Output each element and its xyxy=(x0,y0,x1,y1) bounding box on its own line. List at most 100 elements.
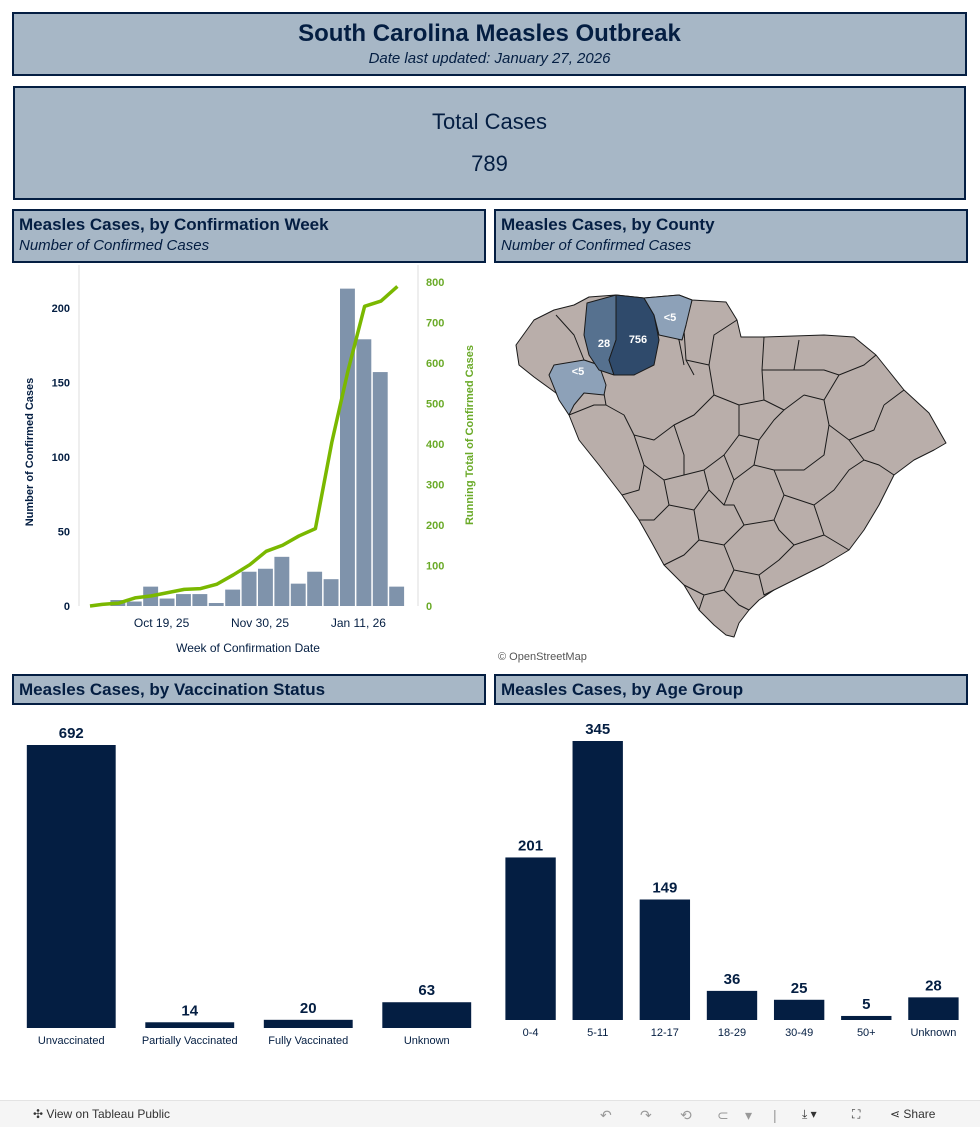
total-cases-value: 789 xyxy=(471,151,508,176)
week-bar[interactable] xyxy=(208,603,224,606)
vaccination-category-label: Unvaccinated xyxy=(38,1035,105,1047)
vaccination-value-label: 20 xyxy=(300,1000,317,1017)
week-bar[interactable] xyxy=(323,579,339,606)
x-tick-label: Jan 11, 26 xyxy=(331,616,386,630)
county-map-title-box: Measles Cases, by County Number of Confi… xyxy=(494,209,968,263)
y2-tick-label: 800 xyxy=(426,277,444,289)
week-bar[interactable] xyxy=(307,571,323,606)
page-title: South Carolina Measles Outbreak xyxy=(298,20,681,47)
vaccination-category-label: Fully Vaccinated xyxy=(268,1035,348,1047)
age-group-bar[interactable] xyxy=(841,1015,892,1020)
vaccination-bar[interactable] xyxy=(382,1002,472,1028)
age-group-bar[interactable] xyxy=(908,997,959,1020)
x-axis-label: Week of Confirmation Date xyxy=(176,641,320,655)
y2-tick-label: 700 xyxy=(426,318,444,330)
age-group-value-label: 5 xyxy=(862,996,870,1013)
state-outline xyxy=(515,294,947,638)
y2-tick-label: 300 xyxy=(426,480,444,492)
y-tick-label: 200 xyxy=(52,303,70,315)
y-axis-label: Number of Confirmed Cases xyxy=(24,378,36,527)
x-tick-label: Nov 30, 25 xyxy=(231,616,289,630)
view-on-tableau-label: View on Tableau Public xyxy=(46,1107,171,1121)
age-group-category-label: 12-17 xyxy=(651,1027,679,1039)
vaccination-status-chart[interactable]: 692 Unvaccinated 14 Partially Vaccinated 20 F… xyxy=(12,710,486,1055)
age-group-category-label: 30-49 xyxy=(785,1027,813,1039)
week-chart-subtitle: Number of Confirmed Cases xyxy=(19,237,210,254)
week-bar[interactable] xyxy=(340,288,355,606)
confirmation-week-chart[interactable]: 0 50 100 150 200 0 100 200 300 400 500 600 700 800 Oct… xyxy=(12,265,486,665)
age-group-value-label: 345 xyxy=(585,721,610,738)
age-group-value-label: 36 xyxy=(724,971,741,988)
fullscreen-icon[interactable]: ⛶ xyxy=(852,1107,861,1121)
week-bar[interactable] xyxy=(290,583,306,606)
running-total-line[interactable] xyxy=(89,285,399,608)
age-group-bar[interactable] xyxy=(572,741,623,1020)
total-cases-label: Total Cases xyxy=(432,109,547,134)
y2-axis-label: Running Total of Confirmed Cases xyxy=(464,345,476,525)
dashboard-header: South Carolina Measles Outbreak Date las… xyxy=(12,12,967,76)
week-chart-title-box: Measles Cases, by Confirmation Week Numb… xyxy=(12,209,486,263)
share-label: Share xyxy=(903,1107,936,1121)
age-group-bar[interactable] xyxy=(639,899,691,1020)
week-bar[interactable] xyxy=(241,571,257,606)
age-group-bar[interactable] xyxy=(706,990,758,1020)
vaccination-bar[interactable] xyxy=(263,1019,353,1028)
week-bar[interactable] xyxy=(274,556,290,606)
week-bar[interactable] xyxy=(389,586,405,606)
age-group-category-label: 50+ xyxy=(857,1027,876,1039)
age-group-category-label: 18-29 xyxy=(718,1027,746,1039)
week-chart-title: Measles Cases, by Confirmation Week xyxy=(19,215,329,234)
age-group-value-label: 25 xyxy=(791,980,808,997)
vaccination-bar[interactable] xyxy=(145,1022,235,1028)
download-icon[interactable]: ⤓ ▾ xyxy=(802,1107,817,1121)
county-map[interactable]: <5 28 756 <5 © OpenStreetMap xyxy=(494,265,968,670)
tableau-logo-icon: ✣ xyxy=(33,1107,44,1121)
week-bar[interactable] xyxy=(176,594,191,606)
share-icon: ⋖ xyxy=(890,1107,901,1121)
week-bar[interactable] xyxy=(356,339,372,606)
map-label-oconee: <5 xyxy=(572,366,585,378)
view-on-tableau-link[interactable]: ✣ View on Tableau Public xyxy=(33,1107,170,1121)
county-greenville[interactable] xyxy=(643,294,693,341)
age-group-chart[interactable]: 201 0-4 345 5-11 149 12-17 36 18-29 25 30-49 5 50+ 2… xyxy=(494,710,968,1055)
map-attribution[interactable]: © OpenStreetMap xyxy=(498,651,587,663)
pause-dropdown-icon[interactable]: ▾ xyxy=(745,1107,753,1123)
week-bar[interactable] xyxy=(372,372,388,606)
vaccination-category-label: Partially Vaccinated xyxy=(142,1035,238,1047)
x-tick-label: Oct 19, 25 xyxy=(134,616,190,630)
y2-tick-label: 400 xyxy=(426,439,444,451)
age-group-bar[interactable] xyxy=(505,857,556,1020)
age-group-value-label: 28 xyxy=(925,977,942,994)
vaccination-value-label: 692 xyxy=(59,725,84,742)
age-group-bar[interactable] xyxy=(773,999,825,1020)
map-label-anderson: 28 xyxy=(598,338,610,350)
week-bar[interactable] xyxy=(126,601,142,606)
vaccination-value-label: 63 xyxy=(418,982,435,999)
week-bar[interactable] xyxy=(192,594,208,606)
redo-icon[interactable]: ↷ xyxy=(640,1107,652,1123)
revert-icon[interactable]: ⟲ xyxy=(680,1107,692,1123)
age-chart-title-box: Measles Cases, by Age Group xyxy=(494,674,968,705)
last-updated-text: Date last updated: January 27, 2026 xyxy=(368,50,611,67)
y-tick-label: 150 xyxy=(52,378,70,390)
week-bar[interactable] xyxy=(225,589,241,606)
y2-tick-label: 600 xyxy=(426,358,444,370)
week-bar[interactable] xyxy=(258,568,273,606)
y2-tick-label: 0 xyxy=(426,601,432,613)
week-bar[interactable] xyxy=(159,598,175,606)
tableau-toolbar: ✣ View on Tableau Public ↶ ↷ ⟲ ⊂ ▾ | ⤓ ▾… xyxy=(0,1100,980,1127)
pause-icon[interactable]: ⊂ xyxy=(717,1107,729,1123)
y2-tick-label: 500 xyxy=(426,399,444,411)
y-tick-label: 100 xyxy=(52,452,70,464)
vaccination-category-label: Unknown xyxy=(404,1035,450,1047)
age-group-value-label: 201 xyxy=(518,837,543,854)
age-group-category-label: 0-4 xyxy=(523,1027,539,1039)
county-map-subtitle: Number of Confirmed Cases xyxy=(501,237,692,254)
age-group-category-label: Unknown xyxy=(910,1027,956,1039)
county-borders xyxy=(555,294,905,611)
vaccination-chart-title-box: Measles Cases, by Vaccination Status xyxy=(12,674,486,705)
vaccination-value-label: 14 xyxy=(181,1002,198,1019)
vaccination-bar[interactable] xyxy=(26,745,116,1028)
undo-icon[interactable]: ↶ xyxy=(600,1107,612,1123)
share-button[interactable]: ⋖ Share xyxy=(890,1107,935,1121)
